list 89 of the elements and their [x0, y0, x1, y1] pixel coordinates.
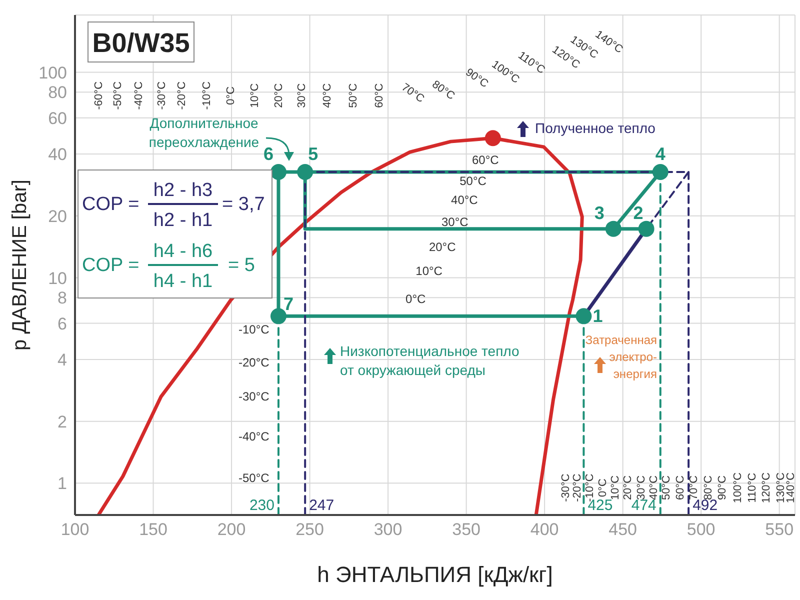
- annotation: 60°C: [674, 475, 687, 500]
- text: B0/W35: [92, 28, 190, 58]
- x-tick-label: 500: [686, 520, 716, 540]
- annotation: 90°C: [716, 475, 729, 500]
- annotation: 80°C: [702, 475, 714, 500]
- annotation: 50°C: [460, 174, 487, 188]
- annotation: -30°C: [238, 390, 270, 404]
- annotation: Низкопотенциальное тепло от окружающей среды: [340, 343, 520, 378]
- annotation: COP =: [82, 255, 140, 276]
- x-tick-label: 350: [452, 520, 480, 540]
- annotation: -20°C: [571, 474, 584, 502]
- annotation: -40°C: [238, 429, 270, 444]
- annotation: 10°C: [610, 475, 622, 500]
- annotation: -60°C: [92, 81, 105, 110]
- annotation: 60°C: [472, 153, 500, 168]
- annotation: 30°C: [635, 475, 648, 500]
- annotation: 140°C: [785, 472, 798, 504]
- annotation: 30°C: [296, 83, 308, 108]
- annotation: 40°C: [451, 192, 478, 207]
- annotation: -50°C: [238, 470, 270, 485]
- x-tick-label: 150: [139, 520, 168, 540]
- annotation: 40°C: [648, 475, 660, 500]
- annotation: 80°C: [430, 78, 457, 102]
- annotation: h4 - h1: [153, 271, 213, 292]
- annotation: -50°C: [112, 81, 124, 110]
- annotation: 4: [655, 144, 666, 164]
- annotation: 10°C: [416, 264, 443, 278]
- annotation: 0°C: [597, 478, 610, 497]
- series-label: 247: [309, 497, 334, 514]
- annotation: = 5: [228, 255, 255, 276]
- annotation: -30°C: [560, 474, 572, 502]
- annotation: 0°C: [224, 86, 237, 105]
- y-tick-label: 1: [58, 474, 67, 494]
- annotation: Дополнительное переохлаждение: [148, 115, 260, 150]
- annotation: 20°C: [428, 240, 456, 254]
- x-tick-label: 450: [608, 520, 638, 540]
- annotation: 1: [592, 306, 603, 326]
- x-axis-title: h ЭНТАЛЬПИЯ [кДж/кг]: [317, 562, 553, 587]
- annotation: -20°C: [238, 355, 270, 370]
- y-tick-label: 4: [58, 350, 67, 370]
- y-tick-label: 60: [48, 108, 67, 128]
- annotation: Затраченная электро-энергия: [585, 333, 657, 381]
- y-tick-label: 20: [48, 206, 67, 226]
- annotation: 50°C: [347, 83, 360, 108]
- x-tick-label: 550: [765, 520, 794, 540]
- annotation: -30°C: [156, 81, 168, 110]
- annotation: COP =: [82, 194, 140, 215]
- annotation: h2 - h3: [153, 180, 213, 201]
- annotation: 100°C: [732, 472, 744, 504]
- annotation: 7: [283, 294, 294, 314]
- annotation: 2: [633, 202, 644, 223]
- annotation: 0°C: [406, 292, 426, 306]
- annotation: 120°C: [760, 472, 773, 504]
- annotation: 110°C: [746, 472, 758, 503]
- annotation: 60°C: [373, 83, 386, 108]
- annotation: -10°C: [238, 322, 270, 336]
- x-tick-label: 250: [296, 520, 324, 540]
- x-tick-label: 300: [374, 520, 402, 540]
- annotation: = 3,7: [222, 194, 265, 215]
- x-tick-label: 400: [530, 520, 559, 540]
- annotation: 40°C: [322, 83, 334, 108]
- annotation: 130°C: [775, 472, 788, 504]
- y-tick-label: 80: [48, 83, 67, 102]
- annotation: -20°C: [176, 81, 188, 110]
- annotation: 90°C: [463, 66, 490, 90]
- annotation: 70°C: [688, 475, 700, 500]
- y-tick-label: 100: [38, 63, 67, 82]
- annotation: 5: [308, 144, 318, 164]
- annotation: 3: [594, 202, 604, 223]
- y-axis-title: p ДАВЛЕНИЕ [bar]: [9, 180, 31, 350]
- annotation: h4 - h6: [153, 241, 213, 262]
- annotation: -40°C: [133, 81, 146, 110]
- annotation: Полученное тепло: [535, 120, 656, 136]
- annotation: 20°C: [272, 83, 285, 108]
- annotation: 20°C: [622, 475, 634, 500]
- y-tick-label: 8: [58, 288, 67, 308]
- annotation: 30°C: [441, 214, 469, 229]
- y-tick-label: 6: [58, 314, 67, 334]
- annotation: 50°C: [660, 475, 672, 500]
- series-label: 230: [249, 497, 274, 514]
- annotation: 10°C: [248, 83, 261, 108]
- annotation: h2 - h1: [153, 210, 213, 231]
- annotation: 6: [263, 144, 274, 164]
- annotation: 70°C: [399, 81, 426, 106]
- y-tick-label: 40: [48, 145, 67, 164]
- x-tick-label: 200: [217, 520, 246, 540]
- y-tick-label: 10: [48, 268, 67, 288]
- annotation: -10°C: [201, 81, 214, 110]
- y-tick-label: 2: [58, 412, 67, 432]
